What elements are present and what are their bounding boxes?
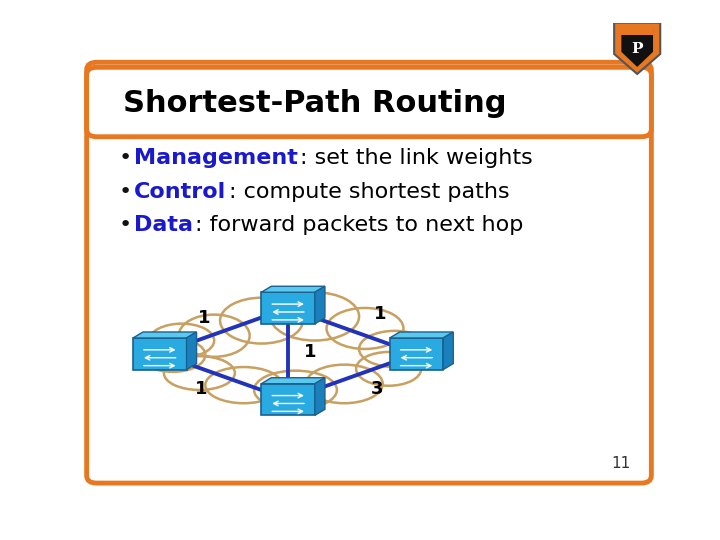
Polygon shape: [186, 332, 197, 369]
Polygon shape: [614, 23, 660, 74]
Polygon shape: [261, 384, 315, 415]
Text: 11: 11: [611, 456, 630, 471]
Ellipse shape: [179, 315, 250, 357]
Text: 1: 1: [195, 380, 208, 398]
Text: •: •: [119, 181, 132, 201]
Polygon shape: [390, 338, 444, 369]
Text: : set the link weights: : set the link weights: [300, 148, 533, 168]
Polygon shape: [261, 292, 315, 324]
Text: : compute shortest paths: : compute shortest paths: [228, 181, 509, 201]
Ellipse shape: [306, 364, 383, 403]
Ellipse shape: [205, 367, 282, 403]
Polygon shape: [390, 332, 454, 338]
Polygon shape: [315, 378, 325, 415]
Text: 3: 3: [371, 380, 384, 398]
Polygon shape: [444, 332, 454, 369]
Text: Data: Data: [133, 215, 192, 235]
Ellipse shape: [356, 352, 421, 386]
Polygon shape: [133, 332, 197, 338]
Text: Management: Management: [133, 148, 297, 168]
Polygon shape: [621, 27, 653, 67]
Ellipse shape: [220, 298, 303, 343]
Ellipse shape: [140, 338, 205, 372]
Text: P: P: [631, 42, 643, 56]
Polygon shape: [621, 27, 653, 35]
Ellipse shape: [270, 292, 359, 341]
Text: •: •: [119, 215, 132, 235]
Polygon shape: [133, 338, 186, 369]
Text: 1: 1: [198, 309, 211, 327]
Text: •: •: [119, 148, 132, 168]
Ellipse shape: [254, 370, 337, 409]
Ellipse shape: [327, 308, 403, 349]
Text: Shortest-Path Routing: Shortest-Path Routing: [124, 89, 507, 118]
Polygon shape: [261, 286, 325, 292]
Ellipse shape: [132, 287, 444, 420]
FancyBboxPatch shape: [86, 62, 652, 483]
FancyBboxPatch shape: [86, 68, 652, 137]
Text: 1: 1: [374, 305, 387, 323]
Text: : forward packets to next hop: : forward packets to next hop: [195, 215, 523, 235]
Polygon shape: [315, 286, 325, 324]
Polygon shape: [261, 378, 325, 384]
Text: 1: 1: [304, 343, 317, 361]
Text: Control: Control: [133, 181, 226, 201]
Ellipse shape: [164, 356, 235, 390]
Ellipse shape: [149, 323, 214, 357]
Ellipse shape: [359, 331, 430, 367]
